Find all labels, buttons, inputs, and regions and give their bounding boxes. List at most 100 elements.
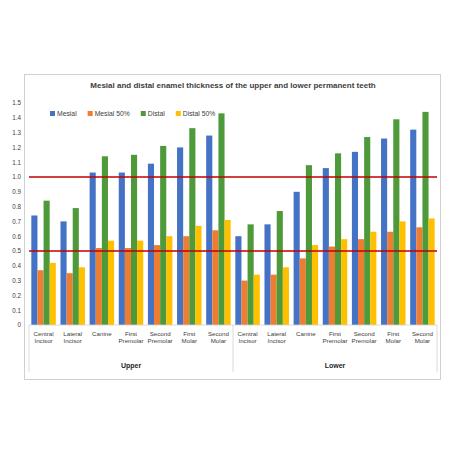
legend-label: Mesial 50% [95, 110, 130, 117]
reference-line [29, 176, 437, 177]
x-tick-label: CentralIncisor [238, 330, 258, 344]
y-tick [27, 177, 29, 178]
legend-swatch [141, 111, 146, 116]
bar [410, 130, 416, 325]
group-divider [233, 325, 234, 372]
label-line: Lateral [63, 330, 82, 337]
y-tick-label: 1.2 [12, 144, 21, 151]
y-tick-label: 1.3 [12, 129, 21, 136]
label-line: Second [354, 330, 376, 337]
y-tick [27, 251, 29, 252]
y-tick-label: 0.1 [12, 307, 21, 314]
bar [329, 247, 335, 325]
y-tick-label: 0.4 [12, 262, 21, 269]
y-tick [27, 295, 29, 296]
bar [131, 155, 137, 325]
label-line: First [387, 330, 399, 337]
bar [60, 221, 66, 325]
group-label: Lower [325, 362, 346, 369]
label-line: Premolar [148, 337, 173, 344]
bar [177, 147, 183, 325]
label-line: Central [34, 330, 54, 337]
group-label: Upper [121, 362, 142, 370]
bar [189, 128, 195, 325]
group-divider [29, 325, 30, 372]
bar [370, 232, 376, 325]
label-line: Premolar [118, 337, 143, 344]
label-line: Canine [296, 330, 316, 337]
bar [429, 218, 435, 325]
bar [235, 236, 241, 325]
y-tick-label: 0 [17, 321, 21, 328]
bar [364, 137, 370, 325]
chart: Mesial and distal enamel thickness of th… [0, 0, 450, 450]
group-divider [437, 325, 438, 372]
y-tick-label: 0.8 [12, 203, 21, 210]
bar [31, 215, 37, 325]
legend-swatch [176, 111, 181, 116]
bar [393, 119, 399, 325]
bar [195, 226, 201, 325]
x-tick-label: SecondPremolar [148, 330, 173, 344]
bar [254, 275, 260, 325]
bar [137, 241, 143, 325]
bar [44, 201, 50, 325]
y-tick-label: 0.6 [12, 233, 21, 240]
bar [294, 192, 300, 325]
y-tick-label: 0.2 [12, 292, 21, 299]
title: Mesial and distal enamel thickness of th… [90, 81, 376, 90]
bar [323, 168, 329, 325]
bar [358, 239, 364, 325]
y-tick-label: 0.5 [12, 247, 21, 254]
bar [248, 224, 254, 325]
y-tick-label: 0.3 [12, 277, 21, 284]
chart-frame [25, 75, 441, 380]
bar [341, 239, 347, 325]
label-line: Molar [211, 337, 226, 344]
y-tick [27, 132, 29, 133]
bar [108, 241, 114, 325]
label-line: Molar [415, 337, 430, 344]
y-tick [27, 221, 29, 222]
bar [300, 258, 306, 325]
bar [283, 267, 289, 325]
bar [381, 139, 387, 325]
label-line: Second [150, 330, 172, 337]
bar [416, 227, 422, 325]
y-tick-label: 0.9 [12, 188, 21, 195]
bar [183, 236, 189, 325]
bar [90, 173, 96, 325]
y-tick [27, 280, 29, 281]
x-tick-label: FirstMolar [386, 330, 401, 344]
x-tick-label: LateralIncisor [267, 330, 286, 344]
label-line: Molar [386, 337, 401, 344]
x-tick-label: FirstPremolar [322, 330, 347, 344]
bar [225, 220, 231, 325]
x-tick-label: CentralIncisor [34, 330, 54, 344]
y-tick-label: 1.1 [12, 159, 21, 166]
y-tick [27, 147, 29, 148]
label-line: First [125, 330, 137, 337]
bar [79, 267, 85, 325]
y-tick [27, 236, 29, 237]
bar [352, 152, 358, 325]
y-tick-label: 0.7 [12, 218, 21, 225]
bar [102, 156, 108, 325]
bar [206, 136, 212, 325]
bar [241, 281, 247, 325]
bar [335, 153, 341, 325]
bar [218, 113, 224, 325]
background [0, 0, 450, 450]
x-tick-label: SecondMolar [412, 330, 434, 344]
bar [96, 248, 102, 325]
label-line: Lateral [267, 330, 286, 337]
label-line: Canine [92, 330, 112, 337]
label-line: Second [412, 330, 434, 337]
x-tick-label: LateralIncisor [63, 330, 82, 344]
label-line: First [329, 330, 341, 337]
bar [212, 230, 218, 325]
bar [50, 263, 56, 325]
bar [306, 165, 312, 325]
bar [73, 208, 79, 325]
legend-label: Mesial [57, 110, 77, 117]
